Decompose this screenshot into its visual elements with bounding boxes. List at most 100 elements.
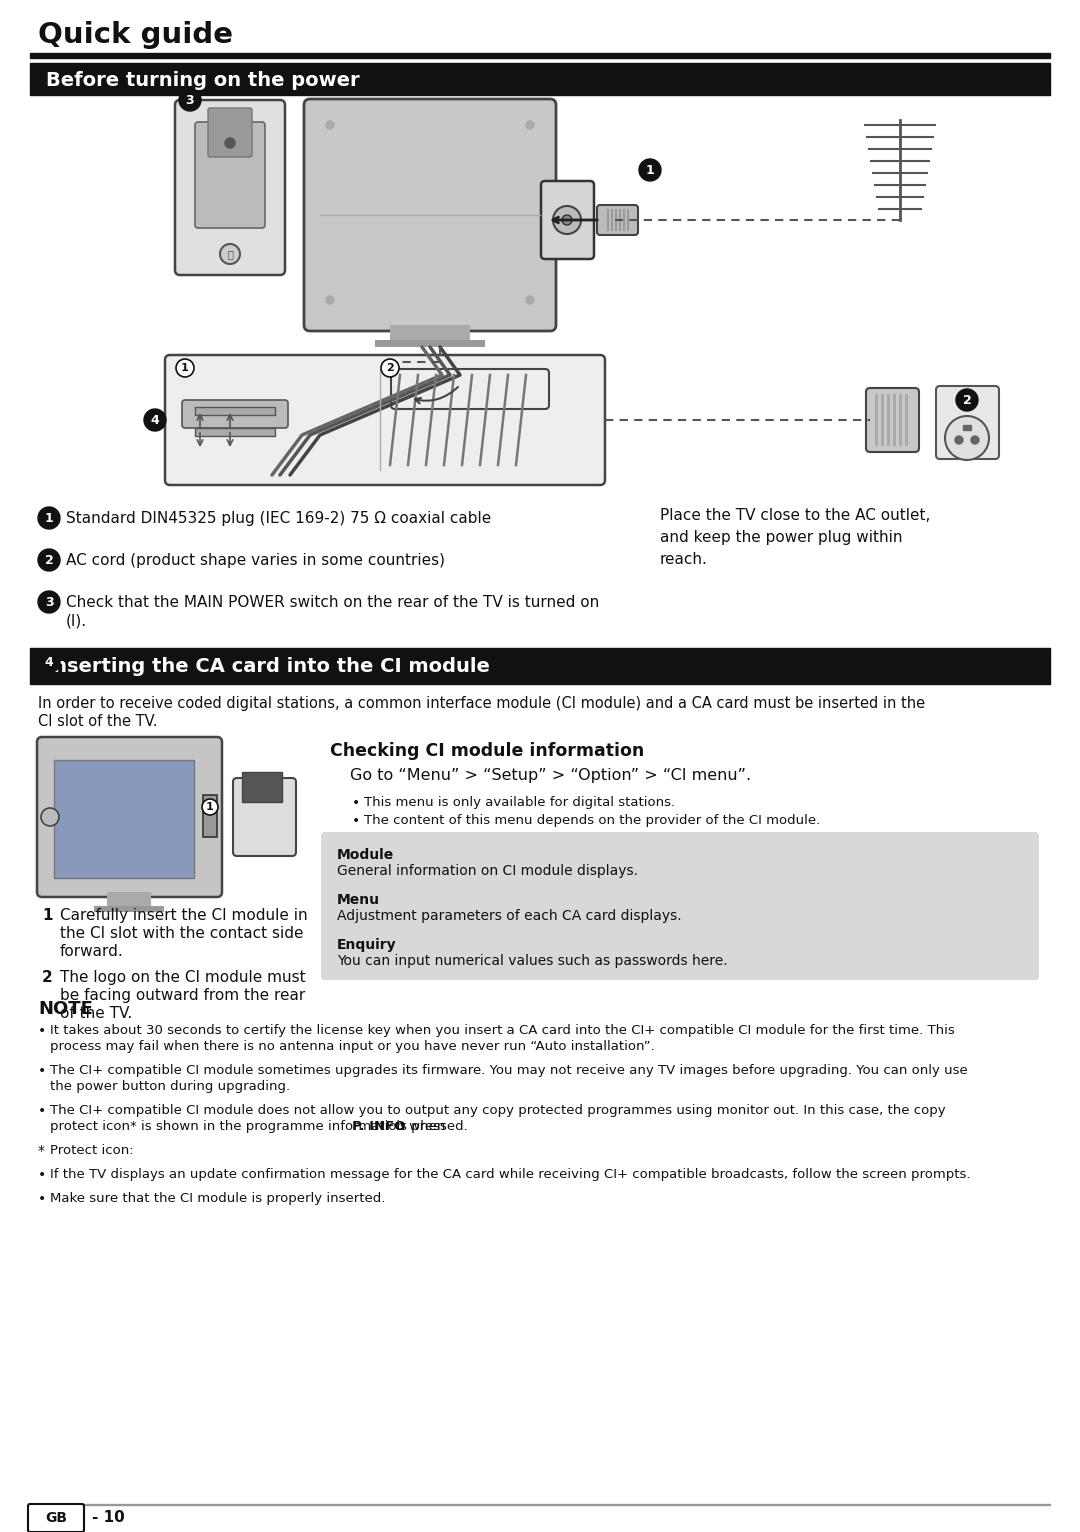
Text: P. INFO: P. INFO — [352, 1120, 406, 1134]
Text: 4: 4 — [150, 414, 160, 426]
FancyBboxPatch shape — [303, 100, 556, 331]
Circle shape — [553, 205, 581, 234]
Text: Cable clamp (bundle the cables with the clamp): Cable clamp (bundle the cables with the … — [66, 656, 433, 669]
Text: It takes about 30 seconds to certify the license key when you insert a CA card i: It takes about 30 seconds to certify the… — [50, 1023, 955, 1037]
Text: CI slot of the TV.: CI slot of the TV. — [38, 714, 158, 729]
Text: Menu: Menu — [337, 893, 380, 907]
Text: the power button during upgrading.: the power button during upgrading. — [50, 1080, 291, 1092]
Text: *: * — [38, 1144, 45, 1158]
Text: Make sure that the CI module is properly inserted.: Make sure that the CI module is properly… — [50, 1192, 386, 1206]
Text: 2: 2 — [42, 970, 53, 985]
Circle shape — [526, 296, 534, 303]
Bar — [195, 408, 275, 415]
Text: Adjustment parameters of each CA card displays.: Adjustment parameters of each CA card di… — [337, 908, 681, 922]
Text: Checking CI module information: Checking CI module information — [330, 741, 645, 760]
FancyBboxPatch shape — [165, 355, 605, 486]
Text: If the TV displays an update confirmation message for the CA card while receivin: If the TV displays an update confirmatio… — [50, 1167, 971, 1181]
Text: NOTE: NOTE — [38, 1000, 93, 1017]
Bar — [615, 208, 617, 231]
Text: •: • — [352, 797, 361, 810]
Text: (I).: (I). — [66, 614, 87, 630]
Bar — [905, 394, 908, 446]
FancyBboxPatch shape — [208, 107, 252, 156]
Bar — [899, 394, 902, 446]
Text: 2: 2 — [44, 553, 53, 567]
Text: This menu is only available for digital stations.: This menu is only available for digital … — [364, 797, 675, 809]
Bar — [623, 208, 625, 231]
Text: AC cord (product shape varies in some countries): AC cord (product shape varies in some co… — [66, 553, 445, 568]
Text: •: • — [38, 1105, 46, 1118]
Text: Carefully insert the CI module in: Carefully insert the CI module in — [60, 908, 308, 922]
Text: •: • — [38, 1167, 46, 1183]
Bar — [30, 54, 1050, 58]
FancyBboxPatch shape — [37, 737, 222, 898]
Circle shape — [955, 437, 963, 444]
Text: 2: 2 — [387, 363, 394, 372]
Bar — [627, 208, 629, 231]
Circle shape — [202, 800, 218, 815]
Bar — [94, 905, 164, 912]
Text: the CI slot with the contact side: the CI slot with the contact side — [60, 925, 303, 941]
Text: 4: 4 — [44, 656, 53, 668]
Text: forward.: forward. — [60, 944, 124, 959]
FancyBboxPatch shape — [183, 400, 288, 427]
Bar — [203, 795, 217, 836]
Bar — [375, 340, 485, 348]
Text: process may fail when there is no antenna input or you have never run “Auto inst: process may fail when there is no antenn… — [50, 1040, 654, 1052]
FancyBboxPatch shape — [866, 388, 919, 452]
Circle shape — [526, 121, 534, 129]
Circle shape — [562, 214, 572, 225]
Circle shape — [179, 89, 201, 110]
Bar — [887, 394, 890, 446]
Bar — [54, 760, 194, 878]
Text: The content of this menu depends on the provider of the CI module.: The content of this menu depends on the … — [364, 813, 820, 827]
Text: 1: 1 — [646, 164, 654, 176]
Text: 1: 1 — [44, 512, 53, 524]
FancyBboxPatch shape — [936, 386, 999, 460]
Bar — [611, 208, 613, 231]
Text: Check that the MAIN POWER switch on the rear of the TV is turned on: Check that the MAIN POWER switch on the … — [66, 594, 599, 610]
Text: 3: 3 — [186, 93, 194, 107]
Circle shape — [38, 548, 60, 571]
Circle shape — [639, 159, 661, 181]
Text: 1: 1 — [181, 363, 189, 372]
Bar — [893, 394, 896, 446]
Circle shape — [41, 807, 59, 826]
Bar — [875, 394, 878, 446]
Text: 1: 1 — [42, 908, 53, 922]
Text: GB: GB — [45, 1511, 67, 1524]
Text: General information on CI module displays.: General information on CI module display… — [337, 864, 638, 878]
Bar — [390, 325, 470, 343]
Text: •: • — [38, 1065, 46, 1079]
Bar — [963, 424, 971, 430]
Circle shape — [38, 507, 60, 529]
Text: Protect icon:: Protect icon: — [50, 1144, 134, 1157]
FancyBboxPatch shape — [175, 100, 285, 276]
Text: 2: 2 — [962, 394, 971, 406]
Text: You can input numerical values such as passwords here.: You can input numerical values such as p… — [337, 954, 728, 968]
FancyBboxPatch shape — [321, 832, 1039, 980]
Circle shape — [326, 121, 334, 129]
Circle shape — [326, 296, 334, 303]
FancyBboxPatch shape — [195, 123, 265, 228]
Text: The CI+ compatible CI module sometimes upgrades its firmware. You may not receiv: The CI+ compatible CI module sometimes u… — [50, 1065, 968, 1077]
Text: •: • — [352, 813, 361, 827]
Text: •: • — [38, 1192, 46, 1206]
Text: Module: Module — [337, 849, 394, 863]
Text: is pressed.: is pressed. — [392, 1120, 468, 1134]
FancyBboxPatch shape — [541, 181, 594, 259]
Circle shape — [945, 417, 989, 460]
Text: 1: 1 — [206, 801, 214, 812]
Text: Before turning on the power: Before turning on the power — [46, 70, 360, 89]
Text: •: • — [38, 1023, 46, 1039]
Text: Inserting the CA card into the CI module: Inserting the CA card into the CI module — [46, 657, 490, 677]
Text: ⏻: ⏻ — [227, 250, 233, 259]
Text: protect icon* is shown in the programme information when: protect icon* is shown in the programme … — [50, 1120, 449, 1134]
Text: Go to “Menu” > “Setup” > “Option” > “CI menu”.: Go to “Menu” > “Setup” > “Option” > “CI … — [350, 768, 751, 783]
Circle shape — [144, 409, 166, 430]
Bar — [619, 208, 621, 231]
Bar — [30, 63, 1050, 95]
Text: Enquiry: Enquiry — [337, 938, 396, 951]
Text: In order to receive coded digital stations, a common interface module (CI module: In order to receive coded digital statio… — [38, 696, 926, 711]
Bar — [107, 892, 151, 907]
